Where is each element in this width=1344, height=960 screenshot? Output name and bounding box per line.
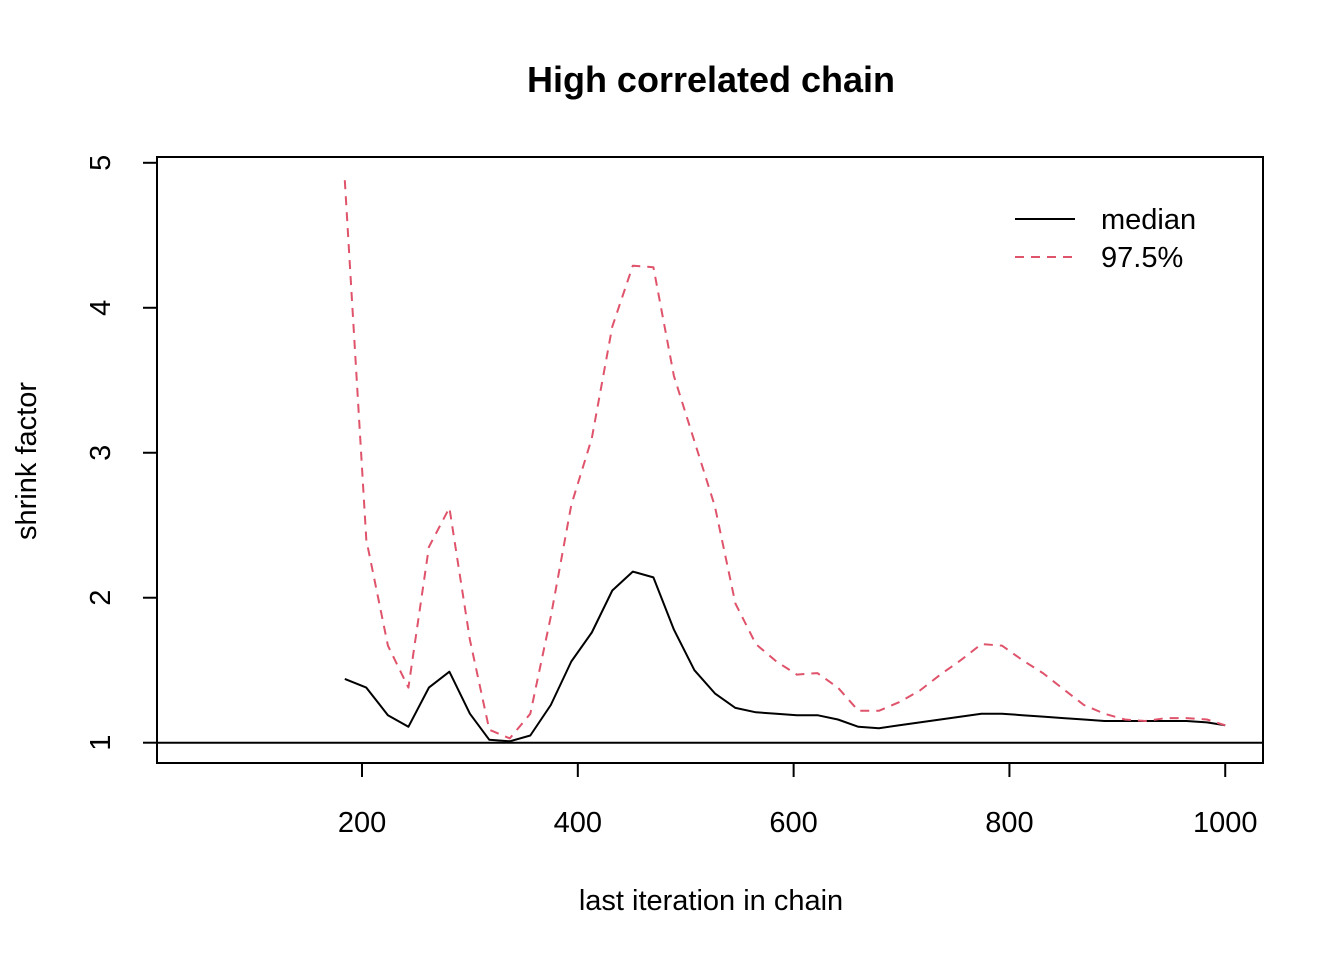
legend-label-upper-97-5: 97.5% xyxy=(1101,242,1183,274)
chart-title: High correlated chain xyxy=(527,59,895,100)
x-axis: 200 400 600 800 1000 xyxy=(338,762,1258,839)
y-tick-label: 5 xyxy=(85,155,117,171)
y-tick-label: 1 xyxy=(85,735,117,751)
x-tick-label: 200 xyxy=(338,807,386,839)
x-tick-label: 1000 xyxy=(1193,807,1258,839)
x-axis-label: last iteration in chain xyxy=(579,885,843,917)
y-axis: 1 2 3 4 5 xyxy=(85,155,158,751)
y-axis-label: shrink factor xyxy=(11,382,43,540)
series-line-median xyxy=(344,570,1226,743)
series-line-upper-97-5 xyxy=(343,180,1226,740)
series-layer xyxy=(343,180,1226,743)
legend-label-median: median xyxy=(1101,204,1196,236)
plot-frame xyxy=(156,156,1264,764)
x-tick-label: 400 xyxy=(554,807,602,839)
y-tick-label: 2 xyxy=(85,590,117,606)
y-tick-label: 4 xyxy=(85,300,117,316)
x-tick-label: 800 xyxy=(985,807,1033,839)
x-tick-label: 600 xyxy=(769,807,817,839)
legend: median 97.5% xyxy=(1015,204,1196,274)
y-tick-label: 3 xyxy=(85,445,117,461)
